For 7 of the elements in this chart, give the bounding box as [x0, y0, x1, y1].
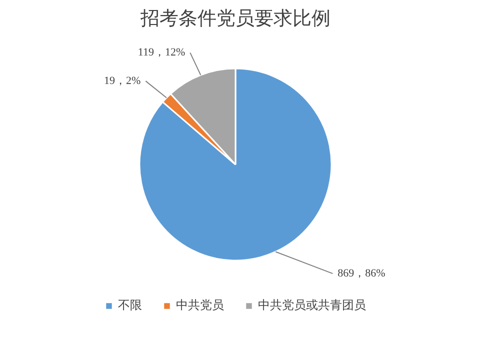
legend-label: 不限 [118, 297, 142, 314]
data-label: 869，86% [338, 268, 386, 280]
chart-title: 招考条件党员要求比例 [140, 8, 330, 30]
data-label: 19，2% [104, 75, 141, 88]
legend-label: 中共党员或共青团员 [258, 297, 366, 314]
legend-label: 中共党员 [176, 297, 224, 314]
data-label: 119，12% [138, 46, 186, 59]
